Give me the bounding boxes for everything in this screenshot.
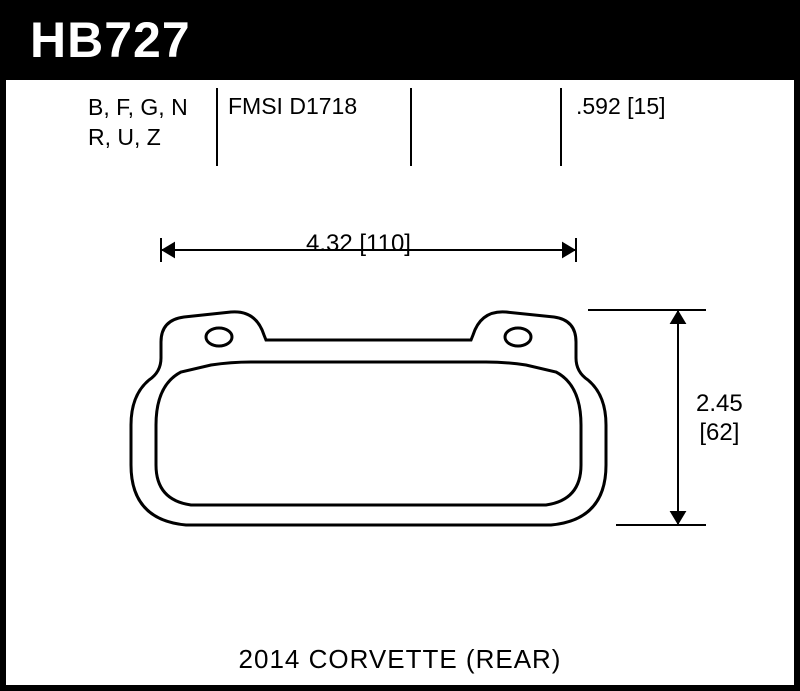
separator-3 <box>560 88 562 166</box>
height-dimension-label: 2.45 [62] <box>696 390 743 448</box>
thickness-column: .592 [15] <box>576 93 666 120</box>
body-frame: B, F, G, N R, U, Z FMSI D1718 .592 [15] … <box>0 80 800 691</box>
part-number: HB727 <box>30 11 191 69</box>
header-bar: HB727 <box>0 0 800 80</box>
compounds-column: B, F, G, N R, U, Z <box>88 93 188 153</box>
separator-2 <box>410 88 412 166</box>
width-dimension-label: 4.32 [110] <box>306 230 411 258</box>
fmsi-column: FMSI D1718 <box>228 93 357 120</box>
compounds-line1: B, F, G, N <box>88 93 188 123</box>
caption: 2014 CORVETTE (REAR) <box>6 644 794 675</box>
height-dim-inches: 2.45 <box>696 390 743 419</box>
separator-1 <box>216 88 218 166</box>
compounds-line2: R, U, Z <box>88 123 188 153</box>
product-diagram-card: HB727 B, F, G, N R, U, Z FMSI D1718 .592… <box>0 0 800 691</box>
height-dim-mm: [62] <box>696 419 743 448</box>
info-row: B, F, G, N R, U, Z FMSI D1718 .592 [15] <box>6 88 794 163</box>
diagram-area: 4.32 [110] 2.45 [62] <box>6 190 794 630</box>
